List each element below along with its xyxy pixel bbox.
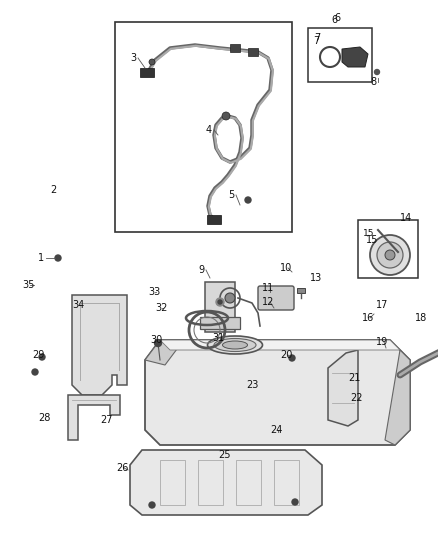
Text: 1: 1: [38, 253, 44, 263]
Text: 20: 20: [280, 350, 293, 360]
Text: 3: 3: [130, 53, 136, 63]
Text: 19: 19: [376, 337, 388, 347]
Polygon shape: [130, 450, 322, 515]
Circle shape: [370, 235, 410, 275]
Polygon shape: [328, 350, 358, 426]
Text: 4: 4: [206, 125, 212, 135]
Text: 25: 25: [218, 450, 230, 460]
Text: 8: 8: [370, 77, 376, 87]
Circle shape: [155, 340, 162, 346]
Text: 34: 34: [72, 300, 84, 310]
Polygon shape: [342, 47, 368, 67]
Text: 22: 22: [350, 393, 363, 403]
Text: 6: 6: [331, 15, 337, 25]
Circle shape: [245, 197, 251, 203]
Text: 5: 5: [228, 190, 234, 200]
Text: 23: 23: [246, 380, 258, 390]
Polygon shape: [145, 340, 410, 445]
Text: 15: 15: [366, 235, 378, 245]
Bar: [115, 22, 292, 232]
Bar: [205, 282, 235, 332]
Text: 27: 27: [100, 415, 113, 425]
Circle shape: [222, 112, 230, 120]
Text: 18: 18: [415, 313, 427, 323]
Text: 24: 24: [270, 425, 283, 435]
Text: 30: 30: [150, 335, 162, 345]
Circle shape: [218, 300, 222, 304]
Circle shape: [32, 369, 38, 375]
Text: 2: 2: [50, 185, 56, 195]
Bar: [207, 215, 221, 224]
Text: 29: 29: [32, 350, 44, 360]
Circle shape: [377, 242, 403, 268]
Bar: [200, 317, 240, 329]
Text: 11: 11: [262, 283, 274, 293]
Text: 26: 26: [116, 463, 128, 473]
Polygon shape: [72, 295, 127, 395]
Text: 13: 13: [310, 273, 322, 283]
Polygon shape: [145, 340, 180, 365]
Ellipse shape: [214, 338, 256, 351]
Bar: [140, 68, 154, 77]
Text: 9: 9: [198, 265, 204, 275]
Polygon shape: [68, 395, 120, 440]
Circle shape: [149, 59, 155, 65]
FancyBboxPatch shape: [258, 286, 294, 310]
Text: 6: 6: [334, 13, 340, 23]
Circle shape: [39, 354, 45, 360]
Bar: [308, 28, 372, 82]
Circle shape: [385, 250, 395, 260]
Bar: [230, 44, 240, 52]
Text: 10: 10: [280, 263, 292, 273]
Text: 12: 12: [262, 297, 274, 307]
Circle shape: [374, 69, 379, 75]
Text: 17: 17: [376, 300, 389, 310]
Bar: [358, 220, 418, 278]
Ellipse shape: [223, 341, 247, 349]
Text: 31: 31: [212, 333, 224, 343]
Text: 16: 16: [362, 313, 374, 323]
Text: 32: 32: [155, 303, 167, 313]
Text: 35: 35: [22, 280, 34, 290]
Polygon shape: [160, 340, 400, 350]
Text: 21: 21: [348, 373, 360, 383]
Circle shape: [149, 502, 155, 508]
Text: 7: 7: [314, 33, 320, 43]
Polygon shape: [385, 350, 410, 445]
Circle shape: [225, 293, 235, 303]
Text: 28: 28: [38, 413, 50, 423]
Bar: [297, 288, 305, 293]
Text: 15: 15: [363, 229, 374, 238]
Circle shape: [55, 255, 61, 261]
Circle shape: [292, 499, 298, 505]
Circle shape: [289, 355, 295, 361]
Ellipse shape: [208, 336, 262, 354]
Text: 7: 7: [313, 36, 319, 46]
Bar: [248, 48, 258, 56]
Text: 33: 33: [148, 287, 160, 297]
Text: 14: 14: [400, 213, 412, 223]
Circle shape: [216, 298, 224, 306]
